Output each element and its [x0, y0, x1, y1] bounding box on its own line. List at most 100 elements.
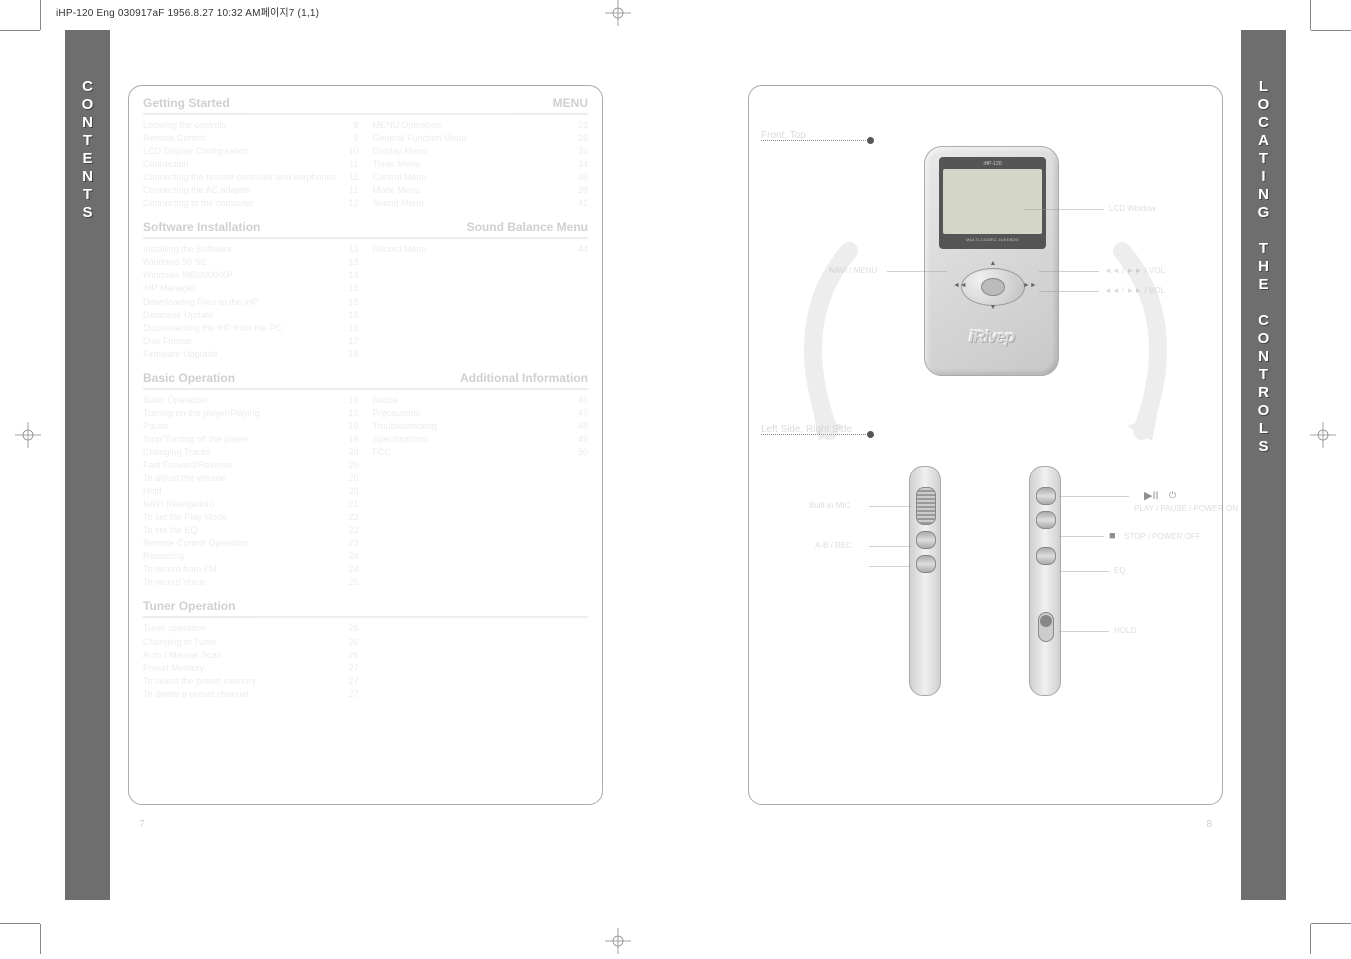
toc-row: To select the preset memory27 [143, 675, 359, 688]
toc-row: To adjust the volume20 [143, 472, 359, 485]
toc-row: Sound Menu41 [373, 197, 589, 210]
callout-line [887, 271, 947, 272]
rec-button [916, 555, 936, 573]
callout-line [1024, 209, 1104, 210]
callout-line [1039, 271, 1099, 272]
callout-joystick2: ◄◄ / ►► / VOL [1104, 286, 1165, 295]
crop-mark [0, 923, 40, 924]
callout-navi: NAVI / MENU [829, 266, 877, 275]
toc-row: Notice46 [373, 394, 589, 407]
device-subtitle: MULTI-CODEC JUKEBOX [943, 237, 1042, 242]
crop-mark [1311, 30, 1351, 31]
crop-mark [1310, 0, 1311, 30]
leader-dot [867, 137, 874, 144]
toc-row: Fast Forward/Reverse20 [143, 459, 359, 472]
toc-row: Changing Tracks20 [143, 446, 359, 459]
callout-line [869, 506, 911, 507]
toc-row: Remote Control9 [143, 132, 359, 145]
crop-mark [0, 30, 40, 31]
toc-row: Timer Menu34 [373, 158, 589, 171]
toc-row: Connecting to the computer12 [143, 197, 359, 210]
toc-section: Tuner Operation Tuner operation26Changing… [143, 599, 588, 700]
toc-row: Preset Memory27 [143, 662, 359, 675]
toc-row: Hold20 [143, 485, 359, 498]
callout-play: PLAY / PAUSE / POWER ON [1134, 504, 1238, 513]
toc-row: Tuner operation26 [143, 622, 359, 635]
toc-row: To record from FM24 [143, 563, 359, 576]
toc-row: Firmware Upgrade18 [143, 348, 359, 361]
power-icon: ⏻ [1169, 490, 1176, 501]
callout-line [869, 546, 911, 547]
eq-button [1036, 547, 1056, 565]
page-number: 7 [139, 819, 145, 830]
brand-logo: iRivер [925, 327, 1058, 347]
toc-row: General Function Menu29 [373, 132, 589, 145]
toc-row: Precautions47 [373, 407, 589, 420]
toc-row: FCC50 [373, 446, 589, 459]
device-screen [943, 169, 1042, 234]
toc-row: MENU Operation28 [373, 119, 589, 132]
toc-row: Windows 98 SE13 [143, 256, 359, 269]
right-tab-label: LOCATING THE CONTROLS [1255, 78, 1272, 456]
toc-row: Mode Menu39 [373, 184, 589, 197]
toc-row: Locating the controls8 [143, 119, 359, 132]
callout-line [1059, 536, 1104, 537]
toc-row: Windows ME/2000/XP14 [143, 269, 359, 282]
stop-button [1036, 511, 1056, 529]
toc-section-header: Getting StartedMENU [143, 96, 588, 115]
toc-row: Connecting the AC adapter11 [143, 184, 359, 197]
toc-row: Basic Operation19 [143, 394, 359, 407]
crop-mark [1311, 923, 1351, 924]
toc-row: To set the Play Mode22 [143, 511, 359, 524]
toc-row: NAVI (Navigation)21 [143, 498, 359, 511]
page-contents: Getting StartedMENU Locating the controls… [128, 85, 603, 805]
toc-section-header: Tuner Operation [143, 599, 588, 618]
crop-mark [40, 0, 41, 30]
registration-mark [1310, 422, 1336, 448]
toc-section: Getting StartedMENU Locating the controls… [143, 96, 588, 210]
registration-mark [15, 422, 41, 448]
toc-row: To set the EQ22 [143, 524, 359, 537]
leader-line [761, 140, 866, 141]
registration-mark [605, 928, 631, 954]
left-tab-label: CONTENTS [79, 78, 96, 222]
toc-row: Connecting the remote controller and ear… [143, 171, 359, 184]
toc-row: Changing to Tuner26 [143, 636, 359, 649]
device-side-right [1029, 466, 1061, 696]
play-pause-icon: ▶II [1144, 489, 1159, 502]
toc-section-header: Software InstallationSound Balance Menu [143, 220, 588, 239]
toc-row: Disconnecting the iHP from the PC16 [143, 322, 359, 335]
toc-row: Display Menu32 [373, 145, 589, 158]
toc-row: Auto / Manual Scan26 [143, 649, 359, 662]
toc-section: Basic OperationAdditional Information Bas… [143, 371, 588, 590]
navi-pad: ◄◄ ►► ▲ ▼ [957, 262, 1029, 312]
callout-line [1039, 291, 1099, 292]
toc-row: Database Update15 [143, 309, 359, 322]
page-number: 8 [1206, 819, 1212, 830]
toc-row: Downloading Files to the iHP15 [143, 296, 359, 309]
toc-section-header: Basic OperationAdditional Information [143, 371, 588, 390]
callout-lcd: LCD Window [1109, 204, 1156, 213]
toc-row: To record Voice25 [143, 576, 359, 589]
page-controls: Front, Top Left Side, Right Side iHP-120… [748, 85, 1223, 805]
callout-hold: HOLD [1114, 626, 1136, 635]
toc-row: Turning on the player/Playing19 [143, 407, 359, 420]
print-header: iHP-120 Eng 030917aF 1956.8.27 10:32 AM페… [56, 4, 319, 19]
callout-joystick: ◄◄ / ►► / VOL [1104, 266, 1165, 275]
device-model: iHP-120 [943, 161, 1042, 167]
callout-mic: Built-in MIC [809, 501, 850, 510]
callout-line [1059, 496, 1129, 497]
callout-ab: A-B / REC [815, 541, 852, 550]
callout-line [869, 566, 911, 567]
crop-mark [1310, 924, 1311, 954]
toc-row: Installing the Software13 [143, 243, 359, 256]
left-tab: CONTENTS [65, 30, 110, 900]
callout-stop: STOP / POWER OFF [1124, 532, 1201, 541]
toc-row: Record Menu44 [373, 243, 589, 256]
stop-icon: ■ [1109, 530, 1116, 542]
registration-mark [605, 0, 631, 26]
mic-grille [916, 487, 936, 525]
toc-row: iHP Manager15 [143, 282, 359, 295]
device-front: iHP-120 MULTI-CODEC JUKEBOX ◄◄ ►► ▲ ▼ iR… [924, 146, 1059, 376]
toc-row: Stop/Turning off the player19 [143, 433, 359, 446]
